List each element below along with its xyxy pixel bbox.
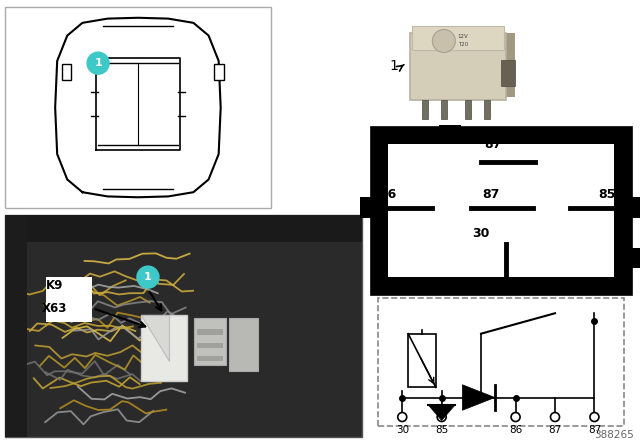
Circle shape (137, 266, 159, 288)
Text: 87: 87 (484, 138, 502, 151)
Text: 85: 85 (598, 188, 616, 201)
Bar (229, 318, 258, 371)
Text: T20: T20 (458, 42, 468, 47)
Text: 388265: 388265 (595, 430, 634, 440)
Text: X63: X63 (42, 302, 67, 315)
Text: 1: 1 (389, 59, 398, 73)
Bar (422, 99, 428, 119)
Text: K9: K9 (45, 280, 63, 293)
Bar (5, 7, 271, 208)
Bar (484, 99, 490, 119)
Bar (62, 64, 72, 80)
Text: 1: 1 (144, 272, 152, 282)
Text: 87: 87 (548, 425, 562, 435)
Bar (624, 248, 640, 268)
Text: 86: 86 (509, 425, 522, 435)
Bar (214, 64, 223, 80)
Circle shape (433, 30, 456, 52)
Bar (441, 99, 447, 119)
Bar (194, 318, 226, 365)
Circle shape (550, 413, 559, 422)
Bar (465, 99, 471, 119)
Bar (378, 298, 624, 426)
Bar (412, 26, 504, 50)
Circle shape (437, 413, 446, 422)
Bar (506, 33, 515, 97)
Bar (141, 315, 188, 381)
Circle shape (87, 52, 109, 74)
Text: 85: 85 (435, 425, 448, 435)
Circle shape (590, 413, 599, 422)
Bar (197, 356, 223, 362)
Bar (360, 198, 378, 218)
Text: 87: 87 (588, 425, 601, 435)
Bar (501, 60, 515, 86)
Text: 30: 30 (396, 425, 409, 435)
Bar (5, 215, 26, 437)
Bar (5, 215, 362, 437)
Bar (46, 277, 92, 322)
Bar (197, 343, 223, 348)
Bar (378, 134, 624, 287)
Bar (197, 329, 223, 335)
Bar (5, 215, 362, 241)
Text: 86: 86 (379, 188, 396, 201)
Text: 1: 1 (94, 58, 102, 68)
Text: 30: 30 (472, 228, 490, 241)
Polygon shape (141, 315, 169, 362)
Bar (408, 334, 436, 387)
Bar (410, 33, 506, 99)
Bar (624, 198, 640, 218)
Polygon shape (462, 385, 495, 410)
Bar (439, 125, 461, 134)
Circle shape (397, 413, 407, 422)
Bar (388, 144, 614, 277)
Text: 87: 87 (483, 188, 500, 201)
Circle shape (511, 413, 520, 422)
Text: 12V: 12V (458, 34, 468, 39)
Polygon shape (428, 405, 455, 421)
